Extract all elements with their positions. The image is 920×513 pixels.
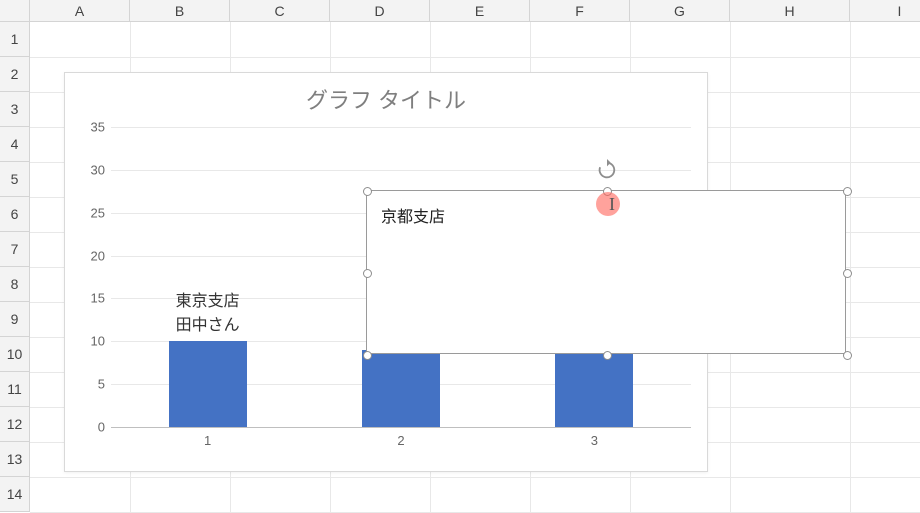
- row-header[interactable]: 9: [0, 302, 30, 337]
- x-axis-label: 1: [204, 427, 211, 448]
- chart-title[interactable]: グラフ タイトル: [65, 83, 707, 115]
- row-header[interactable]: 13: [0, 442, 30, 477]
- y-axis-label: 20: [87, 248, 111, 263]
- text-cursor-icon: I: [609, 194, 615, 215]
- column-header[interactable]: D: [330, 0, 430, 22]
- column-header[interactable]: G: [630, 0, 730, 22]
- y-axis-label: 30: [87, 162, 111, 177]
- click-indicator: [596, 192, 620, 216]
- bar[interactable]: [362, 350, 440, 427]
- y-axis-label: 10: [87, 334, 111, 349]
- column-header[interactable]: E: [430, 0, 530, 22]
- row-header[interactable]: 4: [0, 127, 30, 162]
- column-header[interactable]: I: [850, 0, 920, 22]
- row-header[interactable]: 8: [0, 267, 30, 302]
- row-header[interactable]: 6: [0, 197, 30, 232]
- row-header[interactable]: 5: [0, 162, 30, 197]
- resize-handle[interactable]: [363, 269, 372, 278]
- row-header[interactable]: 1: [0, 22, 30, 57]
- row-header[interactable]: 7: [0, 232, 30, 267]
- row-header[interactable]: 11: [0, 372, 30, 407]
- column-header[interactable]: A: [30, 0, 130, 22]
- row-header[interactable]: 10: [0, 337, 30, 372]
- select-all-corner[interactable]: [0, 0, 30, 22]
- x-axis-label: 3: [591, 427, 598, 448]
- bar[interactable]: [555, 350, 633, 427]
- column-header[interactable]: H: [730, 0, 850, 22]
- column-header[interactable]: B: [130, 0, 230, 22]
- resize-handle[interactable]: [363, 351, 372, 360]
- resize-handle[interactable]: [843, 187, 852, 196]
- y-axis-label: 0: [87, 420, 111, 435]
- row-header[interactable]: 14: [0, 477, 30, 512]
- bar[interactable]: [169, 341, 247, 427]
- y-axis-label: 35: [87, 120, 111, 135]
- row-header[interactable]: 2: [0, 57, 30, 92]
- column-header[interactable]: F: [530, 0, 630, 22]
- y-axis-label: 5: [87, 377, 111, 392]
- column-header[interactable]: C: [230, 0, 330, 22]
- row-header[interactable]: 3: [0, 92, 30, 127]
- row-header[interactable]: 12: [0, 407, 30, 442]
- rotate-handle-icon[interactable]: [596, 159, 618, 181]
- resize-handle[interactable]: [843, 269, 852, 278]
- resize-handle[interactable]: [363, 187, 372, 196]
- y-axis-label: 25: [87, 205, 111, 220]
- y-axis-label: 15: [87, 291, 111, 306]
- data-label[interactable]: 東京支店田中さん: [176, 287, 240, 335]
- x-axis-label: 2: [397, 427, 404, 448]
- textbox-text[interactable]: 京都支店: [381, 203, 445, 227]
- resize-handle[interactable]: [843, 351, 852, 360]
- resize-handle[interactable]: [603, 351, 612, 360]
